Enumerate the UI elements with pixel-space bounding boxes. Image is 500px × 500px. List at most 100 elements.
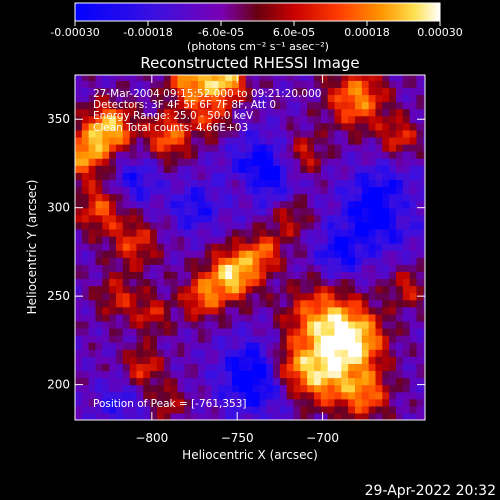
heatmap-cell — [402, 214, 411, 223]
heatmap-cell — [409, 193, 418, 202]
heatmap-cell — [122, 236, 131, 244]
heatmap-cell — [75, 136, 83, 145]
heatmap-cell — [327, 412, 336, 420]
heatmap-cell — [273, 165, 281, 173]
heatmap-cell — [286, 363, 295, 372]
heatmap-cell — [156, 221, 165, 230]
heatmap-cell — [204, 306, 213, 315]
heatmap-cell — [191, 179, 199, 188]
heatmap-cell — [115, 87, 124, 96]
heatmap-cell — [136, 221, 144, 230]
heatmap-cell — [334, 264, 342, 272]
heatmap-cell — [279, 207, 288, 216]
heatmap-cell — [75, 193, 83, 202]
heatmap-cell — [88, 108, 97, 117]
heatmap-cell — [150, 412, 158, 420]
heatmap-cell — [293, 115, 301, 124]
heatmap-cell — [273, 384, 281, 393]
heatmap-cell — [300, 80, 308, 88]
heatmap-cell — [122, 342, 131, 350]
heatmap-cell — [402, 320, 411, 329]
heatmap-cell — [218, 108, 226, 117]
heatmap-cell — [75, 349, 83, 357]
heatmap-cell — [218, 370, 226, 379]
heatmap-cell — [416, 75, 424, 81]
heatmap-cell — [129, 165, 138, 173]
heatmap-cell — [286, 172, 295, 180]
heatmap-cell — [88, 165, 97, 173]
heatmap-cell — [170, 271, 179, 280]
heatmap-cell — [416, 165, 424, 173]
heatmap-cell — [273, 398, 281, 407]
heatmap-cell — [191, 207, 199, 216]
heatmap-cell — [156, 228, 165, 237]
heatmap-cell — [143, 349, 151, 357]
heatmap-cell — [115, 151, 124, 159]
heatmap-cell — [163, 214, 172, 223]
heatmap-cell — [211, 193, 220, 202]
heatmap-cell — [416, 236, 424, 244]
heatmap-cell — [163, 101, 172, 110]
heatmap-cell — [225, 186, 233, 195]
heatmap-cell — [279, 335, 288, 343]
heatmap-cell — [75, 313, 83, 322]
heatmap-cell — [88, 80, 97, 88]
heatmap-cell — [245, 207, 254, 216]
heatmap-cell — [266, 349, 274, 357]
heatmap-cell — [109, 257, 117, 265]
heatmap-cell — [191, 214, 199, 223]
heatmap-cell — [129, 80, 138, 88]
heatmap-cell — [129, 349, 138, 357]
heatmap-cell — [300, 342, 308, 350]
heatmap-cell — [375, 250, 383, 258]
heatmap-cell — [355, 80, 363, 88]
heatmap-cell — [307, 292, 315, 301]
heatmap-cell — [129, 412, 138, 420]
heatmap-cell — [375, 278, 383, 287]
heatmap-cell — [375, 94, 383, 103]
heatmap-cell — [122, 398, 131, 407]
heatmap-cell — [184, 384, 192, 393]
heatmap-cell — [109, 158, 117, 166]
heatmap-cell — [266, 363, 274, 372]
heatmap-cell — [122, 207, 131, 216]
heatmap-cell — [109, 278, 117, 287]
heatmap-cell — [204, 342, 213, 350]
heatmap-cell — [395, 384, 404, 393]
heatmap-cell — [170, 179, 179, 188]
heatmap-cell — [382, 108, 390, 117]
heatmap-cell — [122, 158, 131, 166]
heatmap-cell — [129, 193, 138, 202]
heatmap-cell — [273, 370, 281, 379]
heatmap-cell — [266, 292, 274, 301]
heatmap-cell — [204, 186, 213, 195]
heatmap-cell — [102, 342, 110, 350]
heatmap-cell — [266, 271, 274, 280]
heatmap-cell — [75, 165, 83, 173]
heatmap-cell — [143, 384, 151, 393]
heatmap-cell — [163, 165, 172, 173]
heatmap-cell — [314, 75, 322, 81]
heatmap-cell — [81, 292, 90, 301]
heatmap-cell — [334, 108, 342, 117]
heatmap-cell — [204, 271, 213, 280]
heatmap-cell — [218, 151, 226, 159]
heatmap-cell — [211, 257, 220, 265]
heatmap-cell — [402, 94, 411, 103]
heatmap-cell — [423, 129, 425, 138]
heatmap-cell — [184, 363, 192, 372]
heatmap-cell — [361, 214, 370, 223]
heatmap-cell — [361, 320, 370, 329]
heatmap-cell — [163, 80, 172, 88]
heatmap-cell — [348, 405, 356, 414]
heatmap-cell — [348, 115, 356, 124]
heatmap-cell — [177, 243, 185, 251]
heatmap-cell — [307, 377, 315, 386]
heatmap-cell — [225, 299, 233, 308]
heatmap-cell — [109, 214, 117, 223]
heatmap-cell — [129, 363, 138, 372]
heatmap-cell — [225, 108, 233, 117]
heatmap-cell — [320, 144, 329, 152]
heatmap-cell — [197, 398, 206, 407]
heatmap-cell — [163, 122, 172, 131]
